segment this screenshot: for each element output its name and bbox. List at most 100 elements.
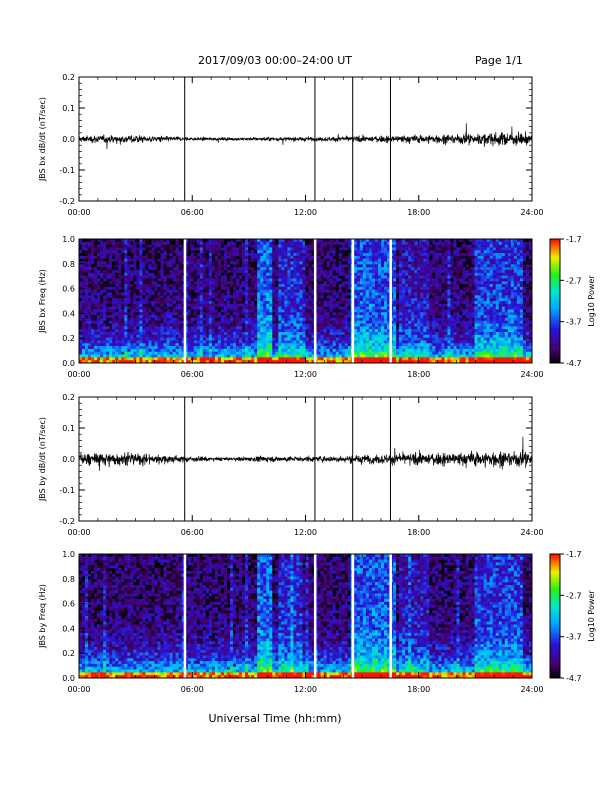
heatmap-cell — [236, 241, 240, 245]
heatmap-cell — [166, 244, 170, 248]
heatmap-cell — [184, 239, 189, 243]
heatmap-cell — [124, 292, 128, 296]
heatmap-cell — [82, 326, 86, 330]
heatmap-cell — [287, 261, 291, 265]
heatmap-cell — [145, 323, 149, 327]
heatmap-cell — [353, 253, 358, 257]
heatmap-cell — [82, 306, 86, 310]
heatmap-cell — [377, 351, 382, 355]
heatmap-cell — [402, 351, 406, 355]
heatmap-cell — [193, 332, 198, 336]
heatmap-cell — [251, 289, 255, 293]
heatmap-cell — [302, 301, 306, 305]
heatmap-cell — [223, 346, 228, 350]
heatmap-cell — [326, 278, 330, 282]
heatmap-cell — [82, 337, 86, 341]
heatmap-cell — [408, 281, 412, 285]
heatmap-cell — [230, 267, 234, 271]
heatmap-cell — [305, 317, 309, 322]
heatmap-cell — [335, 289, 340, 293]
heatmap-cell — [287, 354, 291, 358]
heatmap-cell — [205, 343, 210, 347]
heatmap-cell — [396, 351, 400, 355]
heatmap-cell — [199, 340, 204, 344]
heatmap-cell — [172, 272, 176, 276]
heatmap-cell — [181, 239, 185, 243]
heatmap-cell — [205, 253, 210, 257]
heatmap-cell — [133, 244, 137, 248]
heatmap-cell — [175, 241, 179, 245]
heatmap-cell — [202, 281, 207, 285]
heatmap-cell — [97, 292, 101, 296]
heatmap-cell — [323, 264, 327, 268]
heatmap-cell — [411, 312, 415, 316]
heatmap-cell — [193, 241, 198, 245]
heatmap-cell — [374, 306, 379, 310]
heatmap-cell — [118, 337, 122, 341]
heatmap-cell — [299, 340, 303, 344]
heatmap-cell — [236, 270, 240, 274]
heatmap-cell — [344, 337, 349, 341]
heatmap-cell — [362, 253, 367, 257]
heatmap-cell — [202, 317, 207, 322]
heatmap-cell — [408, 326, 412, 330]
heatmap-cell — [296, 286, 300, 291]
heatmap-cell — [296, 275, 300, 279]
heatmap-cell — [245, 278, 249, 282]
heatmap-cell — [275, 258, 279, 262]
heatmap-cell — [220, 289, 225, 293]
heatmap-cell — [94, 346, 98, 350]
heatmap-cell — [112, 323, 116, 327]
heatmap-cell — [281, 351, 285, 355]
heatmap-cell — [193, 340, 198, 344]
heatmap-cell — [115, 337, 119, 341]
heatmap-cell — [365, 272, 370, 276]
heatmap-cell — [205, 298, 210, 302]
heatmap-cell — [118, 348, 122, 353]
heatmap-cell — [260, 284, 264, 288]
heatmap-cell — [145, 332, 149, 336]
heatmap-cell — [293, 348, 297, 353]
heatmap-cell — [127, 334, 131, 338]
heatmap-cell — [281, 275, 285, 279]
heatmap-cell — [181, 343, 185, 347]
heatmap-cell — [347, 348, 352, 353]
heatmap-cell — [233, 253, 237, 257]
heatmap-cell — [308, 309, 312, 313]
heatmap-cell — [169, 284, 173, 288]
heatmap-cell — [302, 270, 306, 274]
heatmap-cell — [381, 337, 385, 341]
heatmap-cell — [94, 267, 98, 271]
heatmap-cell — [169, 315, 173, 319]
heatmap-cell — [211, 289, 216, 293]
heatmap-cell — [365, 239, 370, 243]
heatmap-cell — [88, 289, 92, 293]
heatmap-cell — [305, 261, 309, 265]
heatmap-cell — [133, 255, 137, 260]
heatmap-cell — [211, 264, 216, 268]
heatmap-cell — [190, 320, 195, 324]
heatmap-cell — [272, 241, 276, 245]
heatmap-cell — [377, 326, 382, 330]
heatmap-cell — [356, 289, 361, 293]
heatmap-cell — [341, 309, 346, 313]
heatmap-cell — [157, 334, 161, 338]
heatmap-cell — [88, 334, 92, 338]
heatmap-cell — [242, 253, 246, 257]
heatmap-cell — [175, 360, 179, 364]
heatmap-cell — [172, 247, 176, 251]
heatmap-cell — [187, 247, 192, 251]
heatmap-cell — [356, 250, 361, 254]
heatmap-cell — [254, 317, 258, 322]
heatmap-cell — [154, 270, 158, 274]
heatmap-cell — [187, 289, 192, 293]
heatmap-cell — [371, 354, 376, 358]
heatmap-cell — [344, 284, 349, 288]
heatmap-cell — [347, 320, 352, 324]
heatmap-cell — [148, 264, 152, 268]
heatmap-cell — [169, 239, 173, 243]
heatmap-cell — [405, 357, 409, 361]
heatmap-cell — [365, 275, 370, 279]
heatmap-cell — [356, 272, 361, 276]
heatmap-cell — [393, 346, 397, 350]
